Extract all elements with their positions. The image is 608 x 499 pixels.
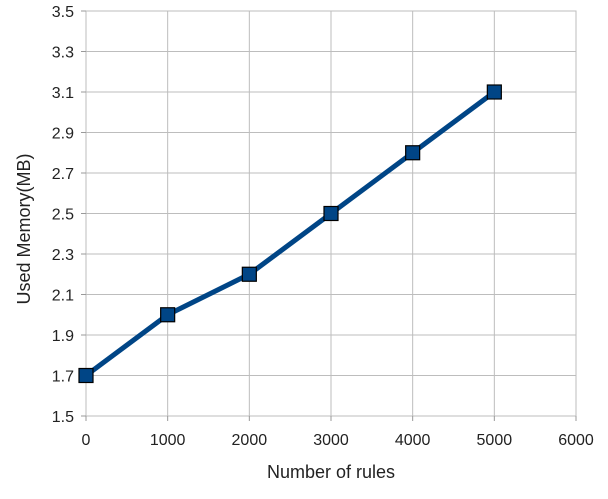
data-point-marker (241, 266, 257, 282)
x-tick-label: 6000 (558, 432, 594, 449)
y-tick-label: 2.5 (52, 207, 74, 224)
x-tick-label: 4000 (395, 432, 431, 449)
series-line (83, 89, 497, 378)
data-point-marker (78, 367, 94, 384)
x-tick-label: 5000 (477, 432, 513, 449)
x-axis-title: Number of rules (267, 462, 395, 482)
y-tick-label: 1.9 (52, 328, 74, 345)
data-point-marker (160, 307, 176, 323)
data-point-marker (405, 145, 421, 161)
y-axis-title: Used Memory(MB) (14, 153, 34, 304)
y-tick-label: 2.1 (52, 288, 74, 305)
x-tick-label: 3000 (313, 432, 349, 449)
ticks (81, 10, 577, 421)
y-tick-label: 1.5 (52, 409, 74, 426)
x-tick-label: 1000 (150, 432, 186, 449)
data-point-marker (486, 84, 502, 100)
y-tick-label: 2.7 (52, 166, 74, 183)
y-tick-label: 2.3 (52, 247, 74, 264)
x-tick-label: 0 (82, 432, 91, 449)
series (78, 84, 502, 384)
y-tick-label: 3.5 (52, 4, 74, 21)
y-tick-label: 3.1 (52, 85, 74, 102)
y-tick-label: 1.7 (52, 369, 74, 386)
y-axis-tick-labels: 1.5 1.7 1.9 2.1 2.3 2.5 2.7 2.9 3.1 3.3 3.5 (52, 4, 74, 426)
data-point-marker (323, 205, 339, 222)
y-tick-label: 3.3 (52, 45, 74, 62)
x-axis-tick-labels: 0 1000 2000 3000 4000 5000 6000 (82, 432, 594, 449)
y-tick-label: 2.9 (52, 126, 74, 143)
x-tick-label: 2000 (232, 432, 268, 449)
